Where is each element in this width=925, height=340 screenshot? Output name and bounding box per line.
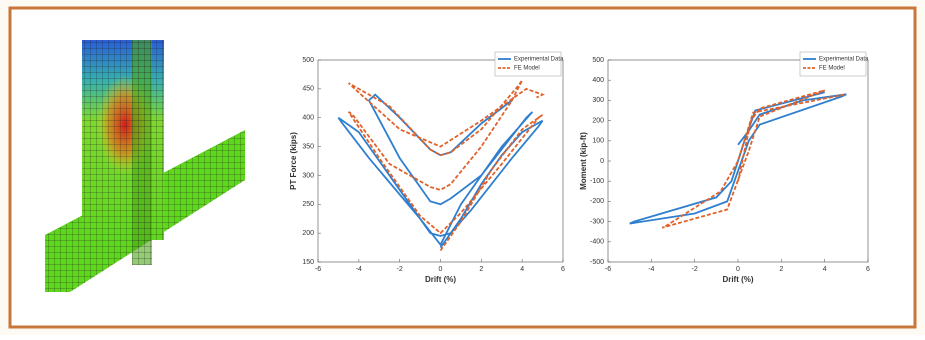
x-tick-label: 2 [779,266,783,273]
y-axis-label: PT Force (kips) [289,132,298,190]
legend-box [799,51,867,77]
y-tick-label: 400 [302,115,314,122]
x-tick-label: -6 [315,266,321,273]
x-axis-label: Drift (%) [722,275,753,284]
y-tick-label: 500 [302,57,314,64]
x-tick-label: -4 [648,266,654,273]
legend-box [494,51,562,77]
y-tick-label: -200 [590,198,604,205]
y-tick-label: 400 [592,77,604,84]
series-line [347,79,545,252]
legend-label: Experimental Data [819,57,869,63]
legend-label: FE Model [819,66,845,72]
y-tick-label: -300 [590,218,604,225]
legend-label: Experimental Data [514,57,564,63]
x-tick-label: -6 [605,266,611,273]
x-tick-label: -2 [397,266,403,273]
x-tick-label: 2 [479,266,483,273]
x-tick-label: 6 [866,266,870,273]
y-tick-label: 500 [592,57,604,64]
x-tick-label: 0 [736,266,740,273]
y-axis-label: Moment (kip-ft) [579,132,588,190]
y-tick-label: 150 [302,259,314,266]
series-line [337,93,544,249]
y-tick-label: 450 [302,86,314,93]
y-tick-label: 200 [302,230,314,237]
y-tick-label: -500 [590,259,604,266]
y-tick-label: 100 [592,138,604,145]
x-tick-label: -2 [692,266,698,273]
y-tick-label: 350 [302,143,314,150]
x-tick-label: 4 [823,266,827,273]
x-tick-label: 4 [520,266,524,273]
y-tick-label: 300 [592,97,604,104]
x-tick-label: 6 [561,266,565,273]
plot-area [317,59,564,263]
legend-label: FE Model [514,66,540,72]
y-tick-label: 200 [592,117,604,124]
y-tick-label: 250 [302,201,314,208]
y-tick-label: 0 [600,158,604,165]
x-tick-label: 0 [439,266,443,273]
series-line [661,89,847,229]
x-tick-label: -4 [356,266,362,273]
y-tick-label: -400 [590,239,604,246]
y-tick-label: 300 [302,172,314,179]
y-tick-label: -100 [590,178,604,185]
x-axis-label: Drift (%) [425,275,456,284]
fe-model-image [45,40,245,292]
